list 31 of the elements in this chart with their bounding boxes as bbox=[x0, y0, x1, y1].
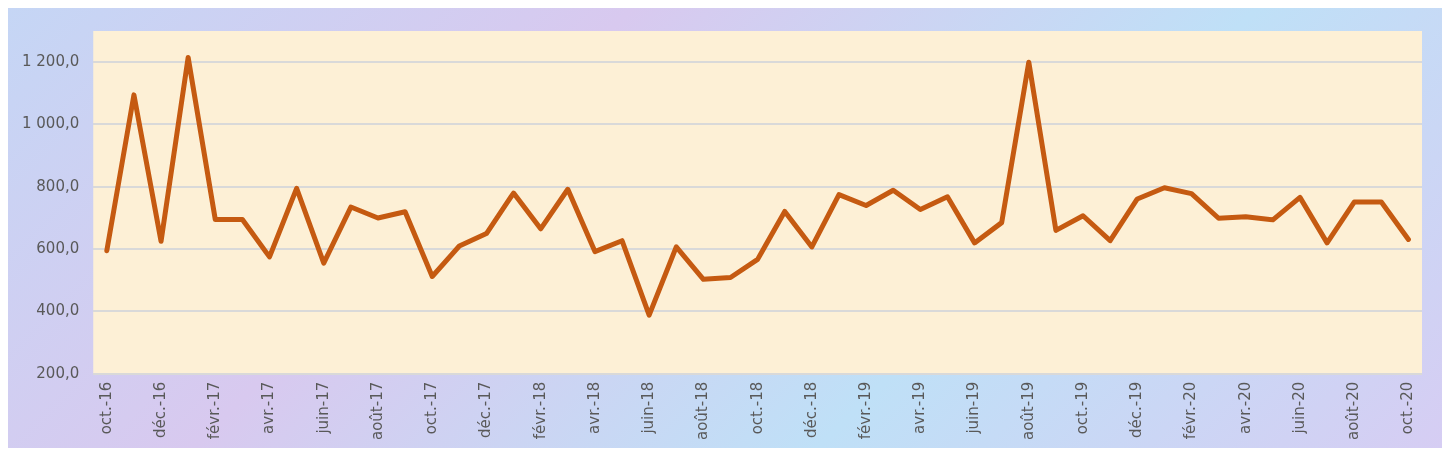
x-tick-label: août-19 bbox=[1018, 381, 1037, 441]
y-tick-label: 1 200,0 bbox=[21, 52, 80, 71]
x-tick-label: août-18 bbox=[693, 381, 712, 441]
x-tick-label: avr.-20 bbox=[1235, 381, 1254, 434]
x-tick-label: juin-18 bbox=[639, 381, 658, 435]
x-tick-label: juin-20 bbox=[1289, 381, 1308, 435]
y-tick-label: 800,0 bbox=[36, 176, 80, 195]
x-tick-label: oct.-17 bbox=[422, 381, 441, 435]
x-tick-label: déc.-18 bbox=[801, 381, 820, 439]
x-tick-label: août-17 bbox=[367, 381, 386, 441]
x-tick-label: août-20 bbox=[1344, 381, 1363, 441]
x-tick-label: déc.-17 bbox=[476, 381, 495, 439]
y-tick-label: 600,0 bbox=[36, 239, 80, 257]
x-tick-label: avr.-19 bbox=[910, 381, 929, 434]
y-tick-label: 400,0 bbox=[36, 301, 80, 320]
x-tick-label: déc.-16 bbox=[150, 381, 169, 439]
x-tick-label: févr.-17 bbox=[205, 381, 224, 440]
x-tick-label: févr.-19 bbox=[855, 381, 874, 440]
x-tick-label: juin-17 bbox=[313, 381, 332, 435]
x-tick-label: juin-19 bbox=[964, 381, 983, 435]
x-tick-label: oct.-18 bbox=[747, 381, 766, 435]
x-tick-label: févr.-18 bbox=[530, 381, 549, 440]
y-tick-label: 1 000,0 bbox=[21, 114, 80, 133]
x-tick-label: févr.-20 bbox=[1181, 381, 1200, 440]
x-tick-label: oct.-16 bbox=[96, 381, 115, 435]
x-tick-label: oct.-19 bbox=[1072, 381, 1091, 435]
y-tick-label: 200,0 bbox=[36, 363, 80, 382]
x-tick-label: avr.-17 bbox=[259, 381, 278, 434]
x-tick-label: avr.-18 bbox=[584, 381, 603, 434]
x-tick-label: oct.-20 bbox=[1398, 381, 1417, 435]
x-tick-label: déc.-19 bbox=[1127, 381, 1146, 439]
